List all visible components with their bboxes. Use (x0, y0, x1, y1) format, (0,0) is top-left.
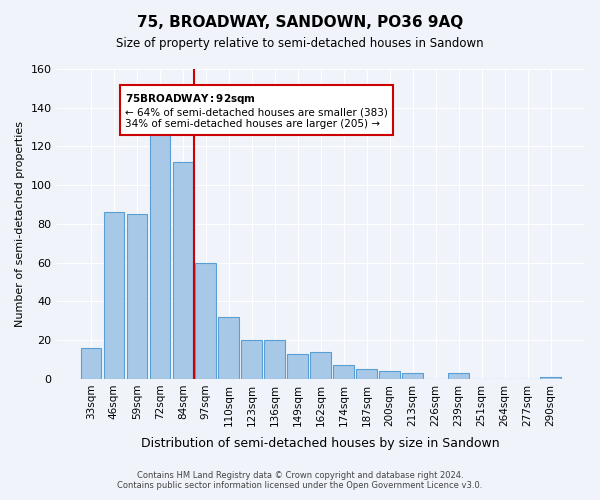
Bar (379, 371, 400, 379)
Bar (80, 348, 101, 379)
Bar (448, 373, 469, 379)
Bar (173, 162, 193, 379)
Bar (540, 377, 561, 379)
Bar (356, 369, 377, 379)
Bar (196, 262, 216, 379)
Y-axis label: Number of semi-detached properties: Number of semi-detached properties (15, 121, 25, 327)
Text: Contains HM Land Registry data © Crown copyright and database right 2024.
Contai: Contains HM Land Registry data © Crown c… (118, 470, 482, 490)
Bar (104, 212, 124, 379)
Text: $\bf{75 BROADWAY: 92sqm}$
← 64% of semi-detached houses are smaller (383)
34% of: $\bf{75 BROADWAY: 92sqm}$ ← 64% of semi-… (125, 92, 388, 130)
Bar (149, 125, 170, 379)
Bar (403, 373, 423, 379)
Bar (241, 340, 262, 379)
Bar (218, 317, 239, 379)
Bar (127, 214, 147, 379)
X-axis label: Distribution of semi-detached houses by size in Sandown: Distribution of semi-detached houses by … (142, 437, 500, 450)
Text: 75, BROADWAY, SANDOWN, PO36 9AQ: 75, BROADWAY, SANDOWN, PO36 9AQ (137, 15, 463, 30)
Bar (287, 354, 308, 379)
Bar (310, 352, 331, 379)
Text: Size of property relative to semi-detached houses in Sandown: Size of property relative to semi-detach… (116, 38, 484, 51)
Bar (334, 366, 354, 379)
Bar (265, 340, 285, 379)
